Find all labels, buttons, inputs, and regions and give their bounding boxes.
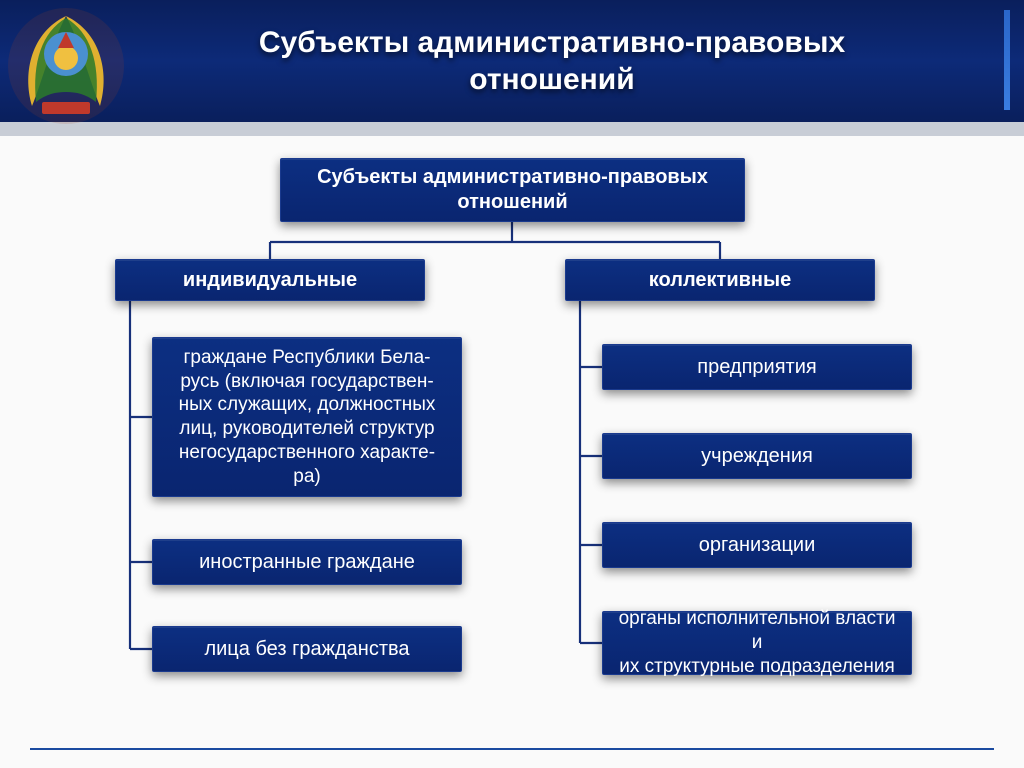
slide-title-line1: Субъекты административно-правовых bbox=[259, 26, 845, 59]
left-item-2: лица без гражданства bbox=[152, 626, 462, 672]
slide-title-line2: отношений bbox=[469, 63, 634, 96]
root-line2: отношений bbox=[457, 191, 567, 213]
root-node: Субъекты административно-правовых отноше… bbox=[280, 158, 745, 222]
slide-header: Субъекты административно-правовых отноше… bbox=[0, 0, 1024, 122]
right-item-1: учреждения bbox=[602, 433, 912, 479]
branch-individual-label: индивидуальные bbox=[183, 268, 357, 293]
right-item-2: организации bbox=[602, 522, 912, 568]
belarus-emblem-icon bbox=[2, 2, 130, 130]
diagram-area: Субъекты административно-правовых отноше… bbox=[0, 122, 1024, 768]
branch-collective-label: коллективные bbox=[649, 268, 791, 293]
root-line1: Субъекты административно-правовых bbox=[317, 166, 708, 188]
right-item-3: органы исполнительной власти иих структу… bbox=[602, 611, 912, 675]
left-item-1: иностранные граждане bbox=[152, 539, 462, 585]
slide-title: Субъекты административно-правовых отноше… bbox=[259, 24, 845, 99]
branch-individual: индивидуальные bbox=[115, 259, 425, 301]
left-item-0: граждане Республики Бела-русь (включая г… bbox=[152, 337, 462, 497]
branch-collective: коллективные bbox=[565, 259, 875, 301]
footer-rule bbox=[30, 748, 994, 750]
right-item-0: предприятия bbox=[602, 344, 912, 390]
